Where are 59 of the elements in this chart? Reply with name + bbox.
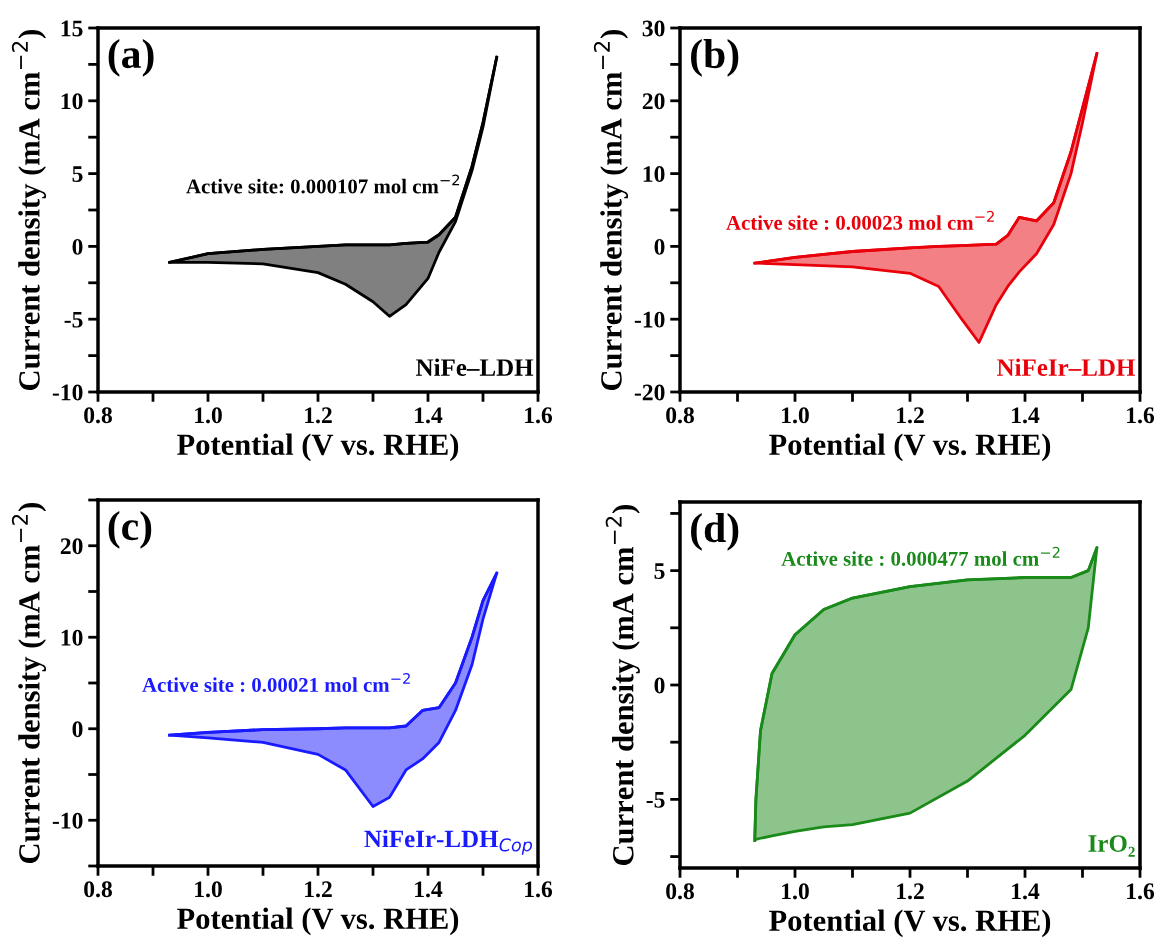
x-tick-label: 1.0: [782, 407, 809, 424]
annotation: (b): [691, 38, 739, 77]
y-tick-label: -10: [52, 812, 83, 829]
y-tick-label: 15: [61, 20, 83, 37]
x-tick-label: 0.8: [84, 407, 112, 424]
annotation: NiFeIr–LDH: [997, 358, 1135, 376]
x-tick-label: 1.4: [1012, 883, 1040, 900]
y-tick-label: 0: [72, 721, 83, 738]
y-axis-title: Current density (mA cm$^{−2}$): [605, 505, 640, 866]
y-tick-label: 20: [60, 538, 83, 555]
annotation: (a): [108, 38, 154, 77]
y-tick-label: 10: [61, 93, 83, 110]
annotation: (d): [691, 512, 739, 551]
x-tick-label: 1.6: [525, 881, 553, 898]
y-tick-label: -5: [646, 792, 665, 808]
y-tick-label: 0: [72, 238, 83, 255]
y-tick-label: 0: [654, 238, 665, 255]
annotation: Active site : 0.00023 mol cm$^{−2}$: [726, 210, 994, 230]
x-tick-label: 1.2: [897, 407, 924, 424]
y-tick-label: 10: [61, 629, 83, 646]
x-tick-label: 1.2: [305, 881, 332, 898]
y-axis-title: Current density (mA cm$^{−2}$): [593, 30, 629, 391]
y-tick-label: -5: [64, 311, 83, 328]
y-tick-label: -20: [634, 384, 665, 401]
y-tick-label: 0: [654, 677, 665, 694]
x-tick-label: 1.2: [897, 883, 924, 900]
x-tick-label: 1.0: [195, 407, 222, 424]
x-tick-label: 1.0: [195, 881, 222, 898]
x-tick-label: 0.8: [666, 407, 694, 424]
y-axis-title: Current density (mA cm$^{−2}$): [11, 503, 47, 864]
y-tick-label: 5: [654, 563, 665, 580]
x-tick-label: 0.8: [666, 883, 694, 900]
annotation: IrO₂: [1088, 835, 1135, 857]
x-axis-title: Potential (V vs. RHE): [177, 433, 459, 462]
x-axis-title: Potential (V vs. RHE): [177, 907, 459, 936]
y-tick-label: -10: [52, 384, 83, 401]
annotation: Active site : 0.000477 mol cm$^{−2}$: [781, 546, 1060, 566]
annotation: NiFeIr-LDH$_{Cop}$: [364, 829, 533, 855]
y-tick-label: 5: [72, 166, 83, 183]
x-tick-label: 1.6: [525, 407, 553, 424]
x-tick-label: 1.6: [1127, 883, 1155, 900]
annotation: (c): [108, 510, 152, 549]
x-axis-title: Potential (V vs. RHE): [769, 909, 1051, 938]
y-tick-label: 20: [642, 93, 665, 110]
y-tick-label: 10: [643, 166, 665, 183]
x-tick-label: 1.0: [782, 883, 809, 900]
x-tick-label: 1.2: [305, 407, 332, 424]
x-tick-label: 1.6: [1127, 407, 1155, 424]
x-tick-label: 1.4: [415, 407, 443, 424]
annotation: NiFe–LDH: [416, 358, 534, 376]
y-tick-label: 30: [642, 20, 665, 37]
y-axis-title: Current density (mA cm$^{−2}$): [11, 30, 47, 391]
annotation: Active site : 0.00021 mol cm$^{−2}$: [142, 672, 410, 693]
x-tick-label: 1.4: [1012, 407, 1040, 424]
x-tick-label: 0.8: [84, 881, 112, 898]
annotation: Active site: 0.000107 mol cm$^{−2}$: [186, 174, 460, 194]
y-tick-label: -10: [634, 311, 665, 328]
x-tick-label: 1.4: [415, 881, 443, 898]
x-axis-title: Potential (V vs. RHE): [769, 433, 1051, 462]
